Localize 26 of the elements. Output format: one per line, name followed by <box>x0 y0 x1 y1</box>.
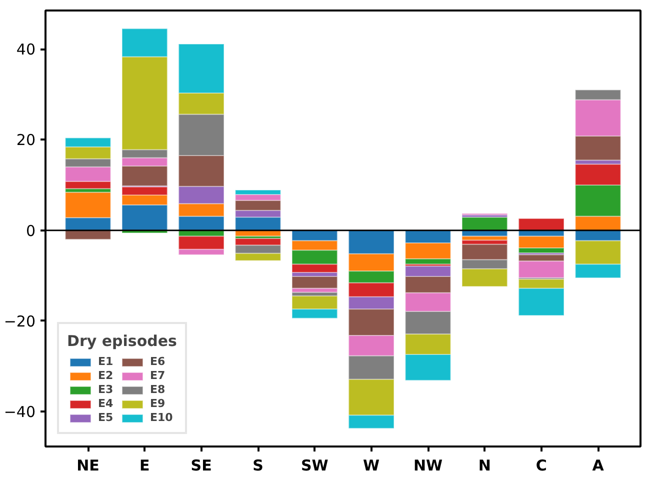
legend-label: E4 <box>98 397 114 410</box>
x-tick-label: C <box>536 456 547 474</box>
y-tick-label: −40 <box>4 403 36 422</box>
x-tick-label: A <box>592 456 604 474</box>
legend-label: E7 <box>150 369 166 382</box>
legend-label: E5 <box>98 411 114 424</box>
x-tick-label: W <box>363 456 380 474</box>
x-tick-label: SW <box>300 456 329 474</box>
legend-label: E2 <box>98 369 114 382</box>
x-tick-label: NW <box>413 456 444 474</box>
x-tick-label: NE <box>76 456 100 474</box>
y-tick-label: −20 <box>4 312 36 330</box>
x-tick-label: N <box>478 456 491 474</box>
y-tick-label: 20 <box>16 131 36 150</box>
x-tick-label: E <box>140 456 150 474</box>
legend-label: E8 <box>150 383 166 396</box>
x-tick-label: SE <box>190 456 212 474</box>
y-tick-label: 40 <box>16 40 36 59</box>
y-tick-label: 0 <box>26 222 36 240</box>
legend-label: E10 <box>150 411 173 424</box>
legend-label: E6 <box>150 355 166 368</box>
legend-label: E1 <box>98 355 114 368</box>
x-tick-label: S <box>252 456 264 474</box>
legend-label: E3 <box>98 383 114 396</box>
legend-label: E9 <box>150 397 166 410</box>
legend-title: Dry episodes <box>67 332 177 350</box>
